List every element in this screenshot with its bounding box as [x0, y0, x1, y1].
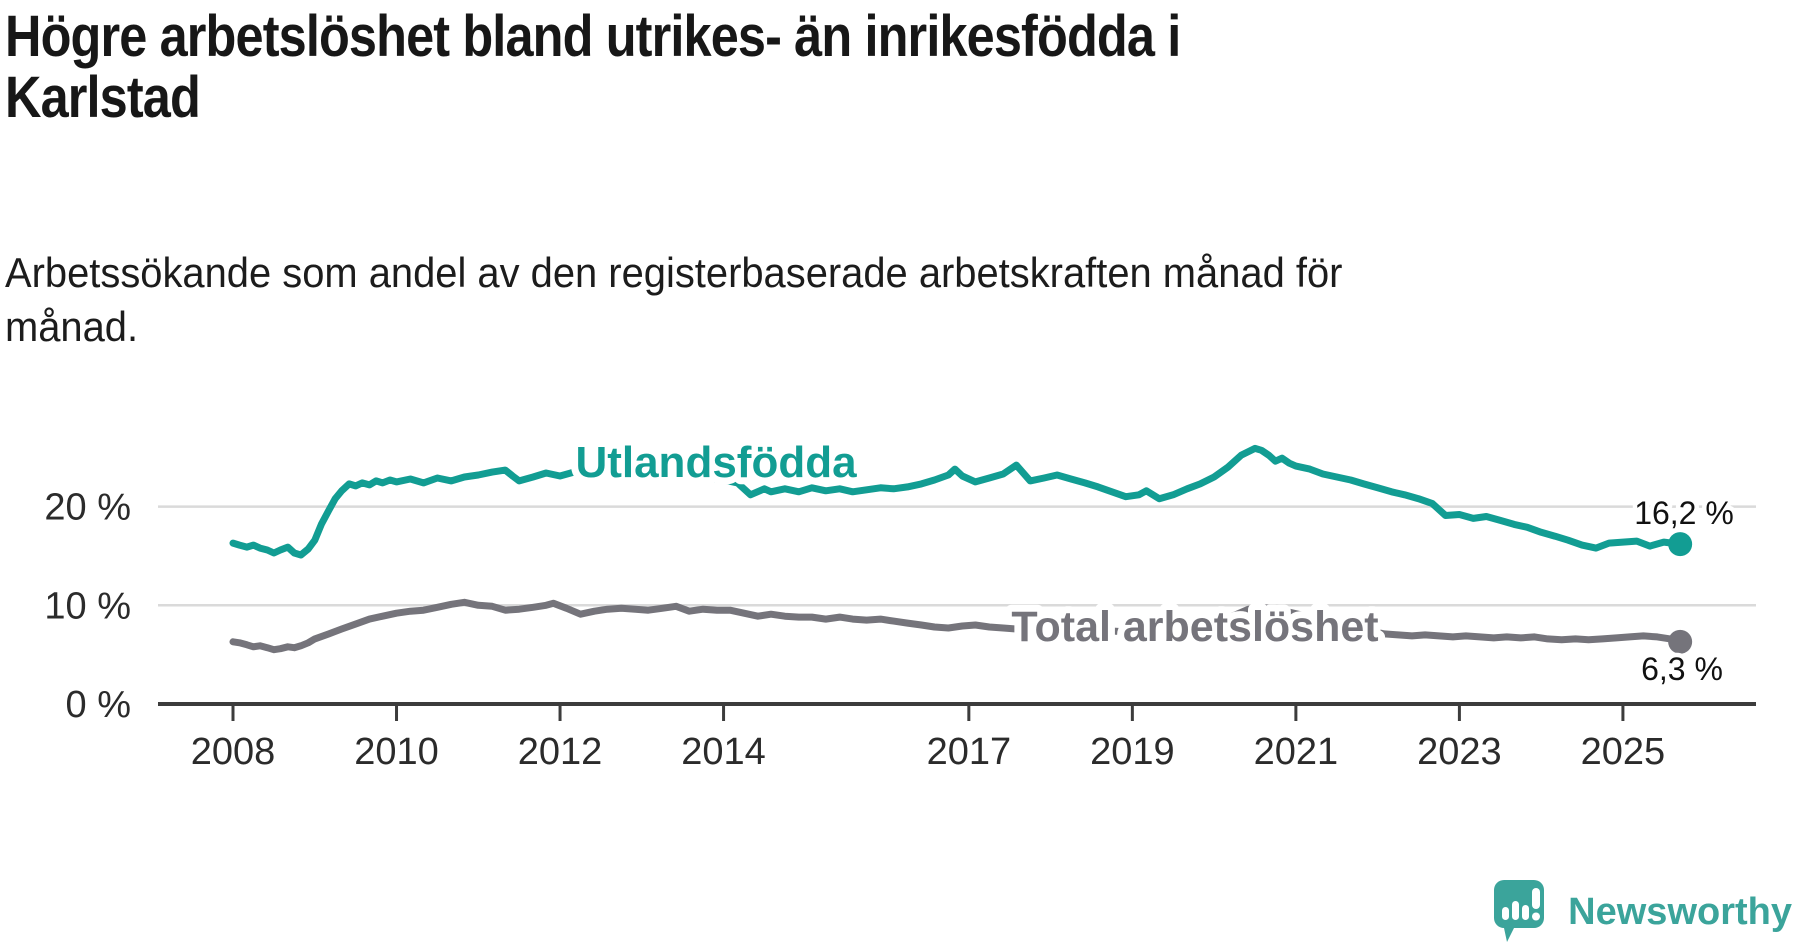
y-tick-label-20: 20 % [44, 487, 131, 529]
end-dot-utlandsf-dda [1668, 532, 1693, 557]
x-tick-label-2012: 2012 [518, 731, 603, 773]
end-dot-total-arbetsl-shet [1668, 629, 1693, 654]
newsworthy-brand: Newsworthy [1494, 880, 1792, 944]
series-line-utlandsf-dda [229, 444, 1684, 559]
page-title: Högre arbetslöshet bland utrikes- än inr… [5, 4, 1181, 130]
newsworthy-wordmark: Newsworthy [1568, 890, 1792, 933]
y-tick-label-0: 0 % [66, 684, 131, 726]
chart-subtitle: Arbetssökande som andel av den registerb… [5, 249, 1343, 350]
x-tick-label-2008: 2008 [191, 731, 276, 773]
end-value-label-total: 6,3 % [1641, 651, 1723, 687]
newsworthy-logo-icon [1494, 880, 1545, 942]
x-tick-label-2017: 2017 [927, 731, 1012, 773]
x-tick-label-2014: 2014 [681, 731, 766, 773]
y-tick-label-10: 10 % [44, 585, 131, 627]
x-tick-label-2010: 2010 [354, 731, 439, 773]
series-line-total-arbetsl-shet [229, 598, 1684, 654]
series-label-utlandsfodda: Utlandsfödda [575, 438, 857, 487]
x-tick-label-2023: 2023 [1417, 731, 1502, 773]
x-tick-label-2019: 2019 [1090, 731, 1175, 773]
end-value-label-utlandsfodda: 16,2 % [1634, 495, 1734, 531]
x-tick-label-2021: 2021 [1254, 731, 1339, 773]
x-tick-label-2025: 2025 [1581, 731, 1666, 773]
series-label-total-arbetsloshet: Total arbetslöshet [1011, 603, 1378, 651]
